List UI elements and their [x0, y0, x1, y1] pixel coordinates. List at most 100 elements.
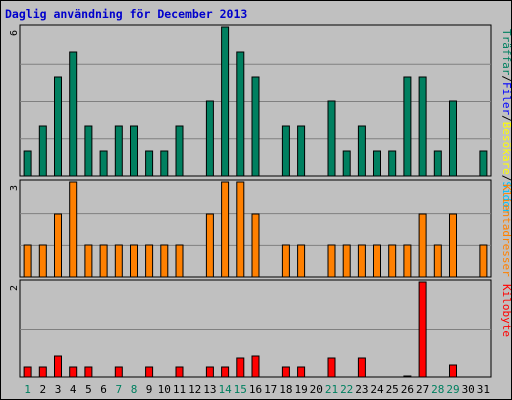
day-label: 13 — [203, 383, 216, 396]
legend-entry: Klientadresser — [500, 184, 512, 277]
legend-separator: / — [500, 175, 512, 182]
day-label: 6 — [100, 383, 107, 396]
day-label: 29 — [446, 383, 459, 396]
bar-day-15 — [236, 357, 245, 378]
bar-day-8 — [130, 125, 138, 177]
day-label: 15 — [234, 383, 247, 396]
day-label: 25 — [386, 383, 399, 396]
bar-day-11 — [175, 125, 184, 177]
bar-day-28 — [433, 244, 442, 278]
legend-entry: Träffar — [500, 29, 512, 76]
bar-day-1 — [23, 150, 32, 177]
bar-day-18 — [281, 125, 290, 177]
bar-day-14 — [221, 26, 230, 177]
day-label: 27 — [416, 383, 429, 396]
bar-day-5 — [84, 244, 93, 278]
bar-day-23 — [357, 244, 366, 278]
bar-day-6 — [99, 150, 108, 177]
bar-day-13 — [205, 100, 214, 177]
day-label: 8 — [131, 383, 138, 396]
day-label: 11 — [173, 383, 186, 396]
bar-day-13 — [205, 213, 214, 278]
day-label: 22 — [340, 383, 353, 396]
bar-day-27 — [418, 76, 427, 177]
bar-day-10 — [160, 244, 169, 278]
bar-day-4 — [69, 181, 78, 278]
bar-day-19 — [297, 244, 306, 278]
bar-day-16 — [251, 355, 260, 378]
bar-day-23 — [357, 125, 366, 177]
bar-day-6 — [99, 244, 108, 278]
bar-day-19 — [297, 366, 306, 378]
bar-day-5 — [84, 366, 93, 378]
bar-day-26 — [403, 375, 412, 378]
bar-day-8 — [130, 244, 138, 278]
bar-day-3 — [54, 76, 62, 177]
day-label: 23 — [355, 383, 368, 396]
day-label: 4 — [70, 383, 77, 396]
legend-entry: Filer — [500, 82, 512, 115]
day-label: 19 — [294, 383, 307, 396]
day-label: 16 — [249, 383, 262, 396]
bar-day-11 — [175, 366, 184, 378]
day-label: 30 — [462, 383, 475, 396]
day-label: 3 — [55, 383, 62, 396]
bar-day-19 — [297, 125, 306, 177]
bar-day-27 — [418, 281, 427, 378]
day-label: 14 — [218, 383, 232, 396]
bar-day-14 — [221, 366, 230, 378]
bar-day-7 — [114, 366, 123, 378]
day-label: 21 — [325, 383, 338, 396]
day-label: 5 — [85, 383, 92, 396]
bar-day-16 — [251, 213, 260, 278]
bar-day-2 — [38, 244, 47, 278]
bar-day-7 — [114, 244, 123, 278]
day-label: 18 — [279, 383, 292, 396]
bar-day-9 — [145, 244, 154, 278]
bar-day-15 — [236, 181, 245, 278]
bar-day-3 — [54, 213, 62, 278]
y-max-tick-label: 3 — [9, 185, 20, 191]
bar-day-3 — [54, 355, 62, 378]
bar-day-5 — [84, 125, 93, 177]
bar-day-2 — [38, 366, 47, 378]
x-axis-day-labels: 1 2 3 4 5 6 7 8 9 10 11 12 13 14 15 16 17 18 19 20 21 22 23 24 2… — [24, 383, 490, 396]
legend-label: Klientadresser — [500, 184, 512, 277]
y-max-tick-label: 6 — [9, 30, 20, 36]
bar-day-25 — [388, 244, 397, 278]
bar-day-4 — [69, 51, 78, 177]
bar-day-26 — [403, 244, 412, 278]
bar-day-26 — [403, 76, 412, 177]
bar-day-29 — [449, 100, 457, 177]
bar-day-24 — [373, 244, 381, 278]
bar-day-29 — [449, 213, 457, 278]
legend-entry: Besökare — [500, 122, 512, 175]
legend-separator: / — [500, 75, 512, 82]
bar-day-4 — [69, 366, 78, 378]
bar-day-14 — [221, 181, 230, 278]
day-label: 26 — [401, 383, 414, 396]
bar-day-2 — [38, 125, 47, 177]
day-label: 1 — [24, 383, 31, 396]
bar-day-24 — [373, 150, 381, 177]
bar-day-22 — [342, 150, 351, 177]
bar-day-23 — [357, 357, 366, 378]
bar-day-1 — [23, 244, 32, 278]
day-label: 2 — [39, 383, 46, 396]
day-label: 28 — [431, 383, 444, 396]
bar-day-1 — [23, 366, 32, 378]
bar-day-21 — [327, 357, 336, 378]
bar-day-10 — [160, 150, 169, 177]
bar-day-21 — [327, 100, 336, 177]
day-label: 9 — [146, 383, 153, 396]
day-label: 12 — [188, 383, 201, 396]
chart-panel: 2 Kilobyte — [9, 279, 512, 378]
day-label: 10 — [158, 383, 171, 396]
bar-day-18 — [281, 366, 290, 378]
bar-day-28 — [433, 150, 442, 177]
legend-separator: / — [500, 115, 512, 122]
bar-day-29 — [449, 364, 457, 378]
bar-day-31 — [479, 150, 488, 177]
bar-day-25 — [388, 150, 397, 177]
